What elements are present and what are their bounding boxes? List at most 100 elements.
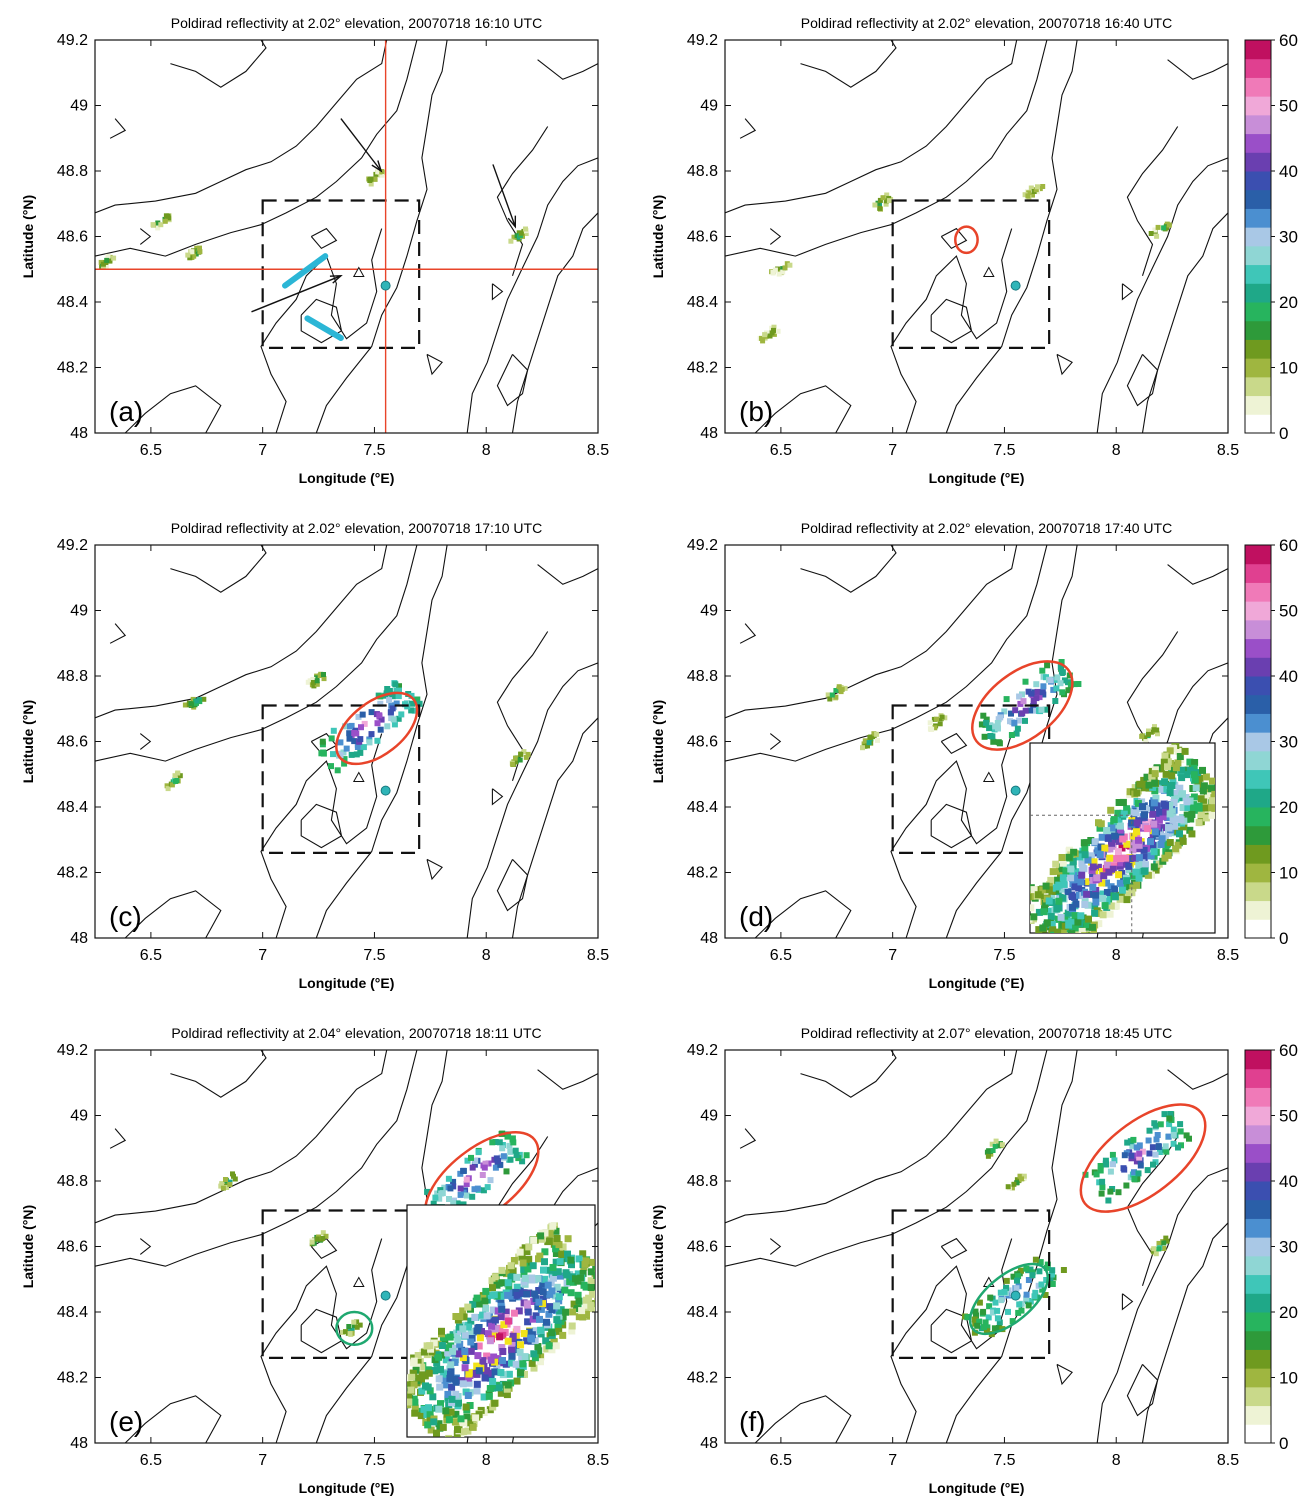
inset-pixel xyxy=(1176,784,1184,792)
inset-pixel xyxy=(460,1419,468,1427)
inset-pixel xyxy=(513,1377,521,1385)
inset-pixel xyxy=(438,1342,446,1349)
inset-pixel xyxy=(489,1306,497,1314)
inset-pixel xyxy=(533,1327,540,1335)
inset-pixel xyxy=(525,1243,533,1251)
echo-pixel xyxy=(454,1200,461,1207)
echo-pixel xyxy=(499,1142,506,1148)
inset-pixel xyxy=(1143,805,1150,812)
echo-pixel xyxy=(104,257,110,263)
echo-pixel xyxy=(351,738,358,745)
x-tick-label: 8.5 xyxy=(1217,947,1239,964)
inset-pixel xyxy=(1111,893,1119,901)
echo-pixel xyxy=(321,676,327,682)
x-axis-label: Longitude (°E) xyxy=(299,1480,395,1496)
terrain-contour xyxy=(800,545,897,593)
echo-pixel xyxy=(877,197,883,203)
y-tick-label: 48.4 xyxy=(687,799,718,816)
inset-pixel xyxy=(524,1318,532,1326)
inset-pixel xyxy=(572,1275,579,1283)
echo-pixel xyxy=(1015,717,1022,724)
inset-pixel xyxy=(1116,822,1124,830)
echo-pixel xyxy=(220,1185,226,1191)
colorbar-1: 0 10 20 30 40 50 60 xyxy=(1244,31,1298,443)
inset-pixel xyxy=(486,1337,494,1345)
panel-letter: (b) xyxy=(739,396,773,427)
inset-pixel xyxy=(1199,766,1206,774)
echo-pixel xyxy=(862,738,868,744)
inset-pixel xyxy=(464,1303,472,1311)
echo-pixel xyxy=(976,1299,983,1306)
inset-pixel xyxy=(1166,839,1174,846)
terrain-contour xyxy=(109,623,127,644)
inset-pixel xyxy=(562,1308,570,1316)
echo-pixel xyxy=(320,1230,326,1236)
inset-pixel xyxy=(1190,771,1198,779)
inset-pixel xyxy=(1108,824,1116,832)
colorbar-swatch xyxy=(1245,1106,1271,1126)
radar-site-marker xyxy=(380,280,391,291)
terrain-contour xyxy=(1121,1293,1134,1311)
inset-pixel xyxy=(554,1323,562,1331)
inset-pixel xyxy=(523,1300,531,1308)
echo-pixel xyxy=(351,1323,357,1329)
terrain-contour xyxy=(1056,1363,1073,1386)
y-tick-label: 48.8 xyxy=(687,1173,718,1190)
echo-pixel xyxy=(1146,728,1151,734)
y-tick-label: 49.2 xyxy=(687,32,718,49)
inset-pixel xyxy=(495,1384,503,1392)
terrain-contour xyxy=(124,1395,222,1443)
inset-pixel xyxy=(1096,824,1104,832)
y-tick-label: 48.8 xyxy=(57,1173,88,1190)
inset-pixel xyxy=(1134,799,1142,807)
inset-pixel xyxy=(425,1369,433,1377)
echo-pixel xyxy=(1042,706,1049,713)
terrain-contour xyxy=(725,1050,1048,1267)
inset-pixel xyxy=(534,1343,542,1350)
echo-pixel xyxy=(1003,1277,1010,1284)
echo-pixel xyxy=(1154,727,1160,733)
echo-pixel xyxy=(310,676,316,682)
echo-pixel xyxy=(833,688,839,693)
inset-pixel xyxy=(1117,830,1125,838)
echo-pixel xyxy=(510,1139,517,1146)
echo-pixel xyxy=(829,692,835,698)
echo-pixel xyxy=(1075,681,1082,687)
inset-pixel xyxy=(415,1374,423,1382)
y-tick-label: 49.2 xyxy=(687,537,718,554)
inset-pixel xyxy=(574,1291,582,1299)
inset-pixel xyxy=(455,1350,463,1358)
inset-pixel xyxy=(1112,855,1120,863)
echo-pixel xyxy=(484,1184,491,1191)
terrain-contour xyxy=(139,228,152,245)
inset-pixel xyxy=(558,1250,566,1258)
inset-pixel xyxy=(508,1352,516,1360)
inset-pixel xyxy=(466,1419,474,1427)
echo-pixel xyxy=(496,1139,503,1146)
echo-pixel xyxy=(867,734,873,740)
inset-pixel xyxy=(1087,890,1095,898)
y-tick-label: 48.4 xyxy=(57,294,88,311)
echo-pixel xyxy=(871,731,877,737)
inset-pixel xyxy=(449,1347,457,1355)
inset-pixel xyxy=(484,1369,492,1377)
echo-pixel xyxy=(398,711,405,718)
echo-pixel xyxy=(1156,1149,1163,1155)
x-tick-label: 8.5 xyxy=(1217,442,1239,459)
inset-pixel xyxy=(515,1307,523,1315)
panel-title: Poldirad reflectivity at 2.02° elevation… xyxy=(171,15,542,31)
inset-pixel xyxy=(433,1429,440,1437)
echo-pixel xyxy=(337,739,344,746)
y-tick-label: 48.6 xyxy=(687,734,718,751)
echo-pixel xyxy=(1136,1142,1143,1149)
echo-pixel xyxy=(376,712,383,719)
inset-pixel xyxy=(491,1325,499,1333)
colorbar-swatch xyxy=(1245,414,1271,434)
colorbar-tick-label: 0 xyxy=(1279,1434,1288,1453)
echo-pixel xyxy=(512,1147,519,1154)
inset-pixel xyxy=(1101,844,1109,852)
echo-pixel xyxy=(500,1153,507,1160)
colorbar-tick-label: 50 xyxy=(1279,97,1298,116)
echo-pixel xyxy=(1099,1178,1106,1185)
inset-pixel xyxy=(1099,911,1107,919)
